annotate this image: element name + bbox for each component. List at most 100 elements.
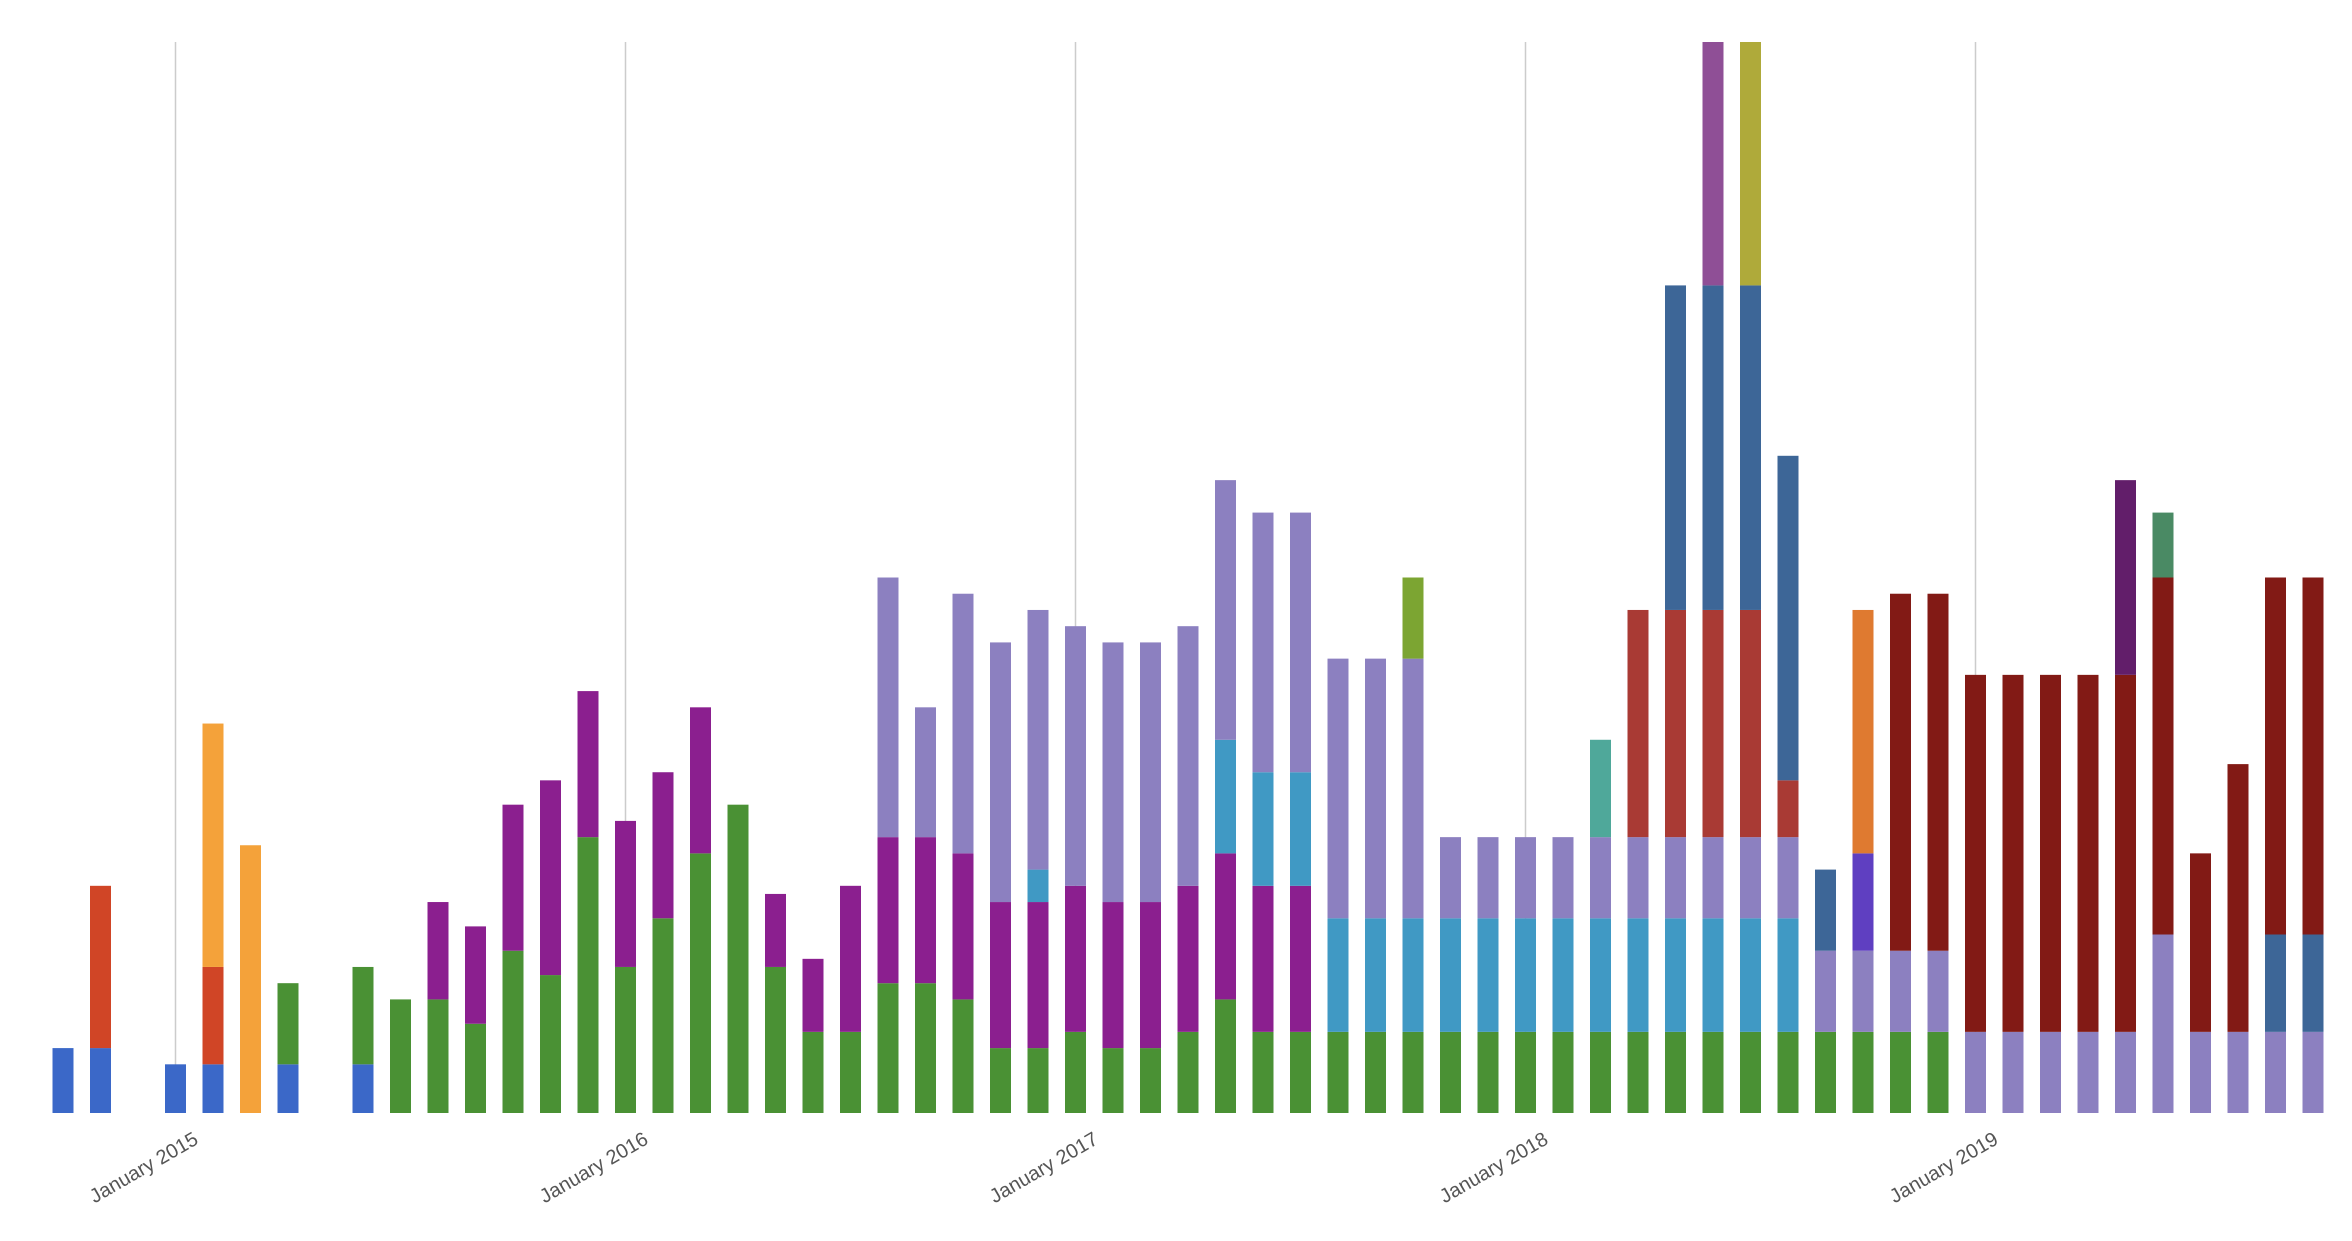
- bar-segment: [1552, 837, 1574, 919]
- bar-segment: [2152, 577, 2174, 935]
- bar-segment: [427, 902, 449, 1000]
- bar-segment: [352, 1064, 374, 1113]
- bar-segment: [390, 999, 411, 1113]
- bar-segment: [1740, 285, 1761, 610]
- bar-segment: [1065, 885, 1086, 1032]
- bar-segment: [1852, 853, 1874, 951]
- bar-segment: [765, 966, 786, 1113]
- bar-segment: [1702, 285, 1724, 610]
- bar-segment: [540, 780, 561, 976]
- bar-segment: [1927, 1031, 1949, 1113]
- bar-segment: [1065, 1031, 1086, 1113]
- bar-segment: [577, 837, 599, 1113]
- bar-segment: [1177, 626, 1199, 886]
- bar-segment: [2265, 934, 2286, 1032]
- bar-segment: [2302, 934, 2324, 1032]
- bar-segment: [277, 1064, 299, 1113]
- bar-segment: [2265, 1031, 2286, 1113]
- bar-segment: [1477, 918, 1499, 1032]
- bar-segment: [1665, 609, 1686, 838]
- bar-segment: [1027, 609, 1049, 870]
- bar-segment: [952, 853, 974, 1000]
- bar-segment: [1027, 1048, 1049, 1113]
- bar-segment: [1027, 902, 1049, 1049]
- bar-segment: [1590, 837, 1611, 919]
- bar-segment: [2040, 1031, 2061, 1113]
- bar-segment: [990, 642, 1011, 903]
- bar-segment: [1252, 512, 1274, 773]
- bar-segment: [240, 845, 261, 1113]
- bar-segment: [2077, 674, 2099, 1032]
- bar-segment: [1290, 885, 1311, 1032]
- bar-segment: [1177, 1031, 1199, 1113]
- bar-segment: [990, 902, 1011, 1049]
- bar-segment: [765, 893, 786, 967]
- bar-segment: [202, 723, 224, 967]
- bar-segment: [1965, 1031, 1986, 1113]
- bar-segment: [2115, 674, 2136, 1032]
- bar-segment: [1177, 885, 1199, 1032]
- bar-segment: [1852, 1031, 1874, 1113]
- bar-segment: [502, 950, 524, 1113]
- bar-segment: [1365, 658, 1386, 919]
- bar-segment: [1215, 999, 1236, 1113]
- bar-segment: [1890, 950, 1911, 1032]
- bar-segment: [1402, 1031, 1424, 1113]
- bar-segment: [202, 966, 224, 1065]
- bar-segment: [952, 999, 974, 1113]
- bar-segment: [1777, 918, 1799, 1032]
- bar-segment: [1102, 902, 1124, 1049]
- bar-segment: [1777, 837, 1799, 919]
- x-tick-label: January 2016: [536, 1128, 652, 1208]
- bar-segment: [1777, 1031, 1799, 1113]
- bar-segment: [1140, 1048, 1161, 1113]
- bar-segment: [1777, 780, 1799, 838]
- bar-segment: [2265, 577, 2286, 935]
- bar-segment: [690, 853, 711, 1113]
- bar-segment: [1065, 626, 1086, 886]
- bar-segment: [1627, 1031, 1649, 1113]
- bar-segment: [2302, 1031, 2324, 1113]
- bar-segment: [1140, 902, 1161, 1049]
- bars: [52, 42, 2324, 1113]
- bar-segment: [1327, 918, 1349, 1032]
- bar-segment: [1440, 1031, 1461, 1113]
- bar-segment: [615, 966, 636, 1113]
- bar-segment: [802, 1031, 824, 1113]
- bar-segment: [1515, 837, 1536, 919]
- bar-segment: [840, 885, 861, 1032]
- bar-segment: [1515, 1031, 1536, 1113]
- bar-segment: [1590, 1031, 1611, 1113]
- bar-segment: [1290, 512, 1311, 773]
- bar-segment: [1740, 837, 1761, 919]
- bar-segment: [1627, 918, 1649, 1032]
- bar-segment: [1027, 869, 1049, 903]
- bar-segment: [1927, 950, 1949, 1032]
- bar-segment: [1740, 918, 1761, 1032]
- bar-segment: [1627, 609, 1649, 838]
- bar-segment: [1477, 837, 1499, 919]
- bar-segment: [727, 804, 749, 1113]
- bar-segment: [1965, 674, 1986, 1032]
- bar-segment: [427, 999, 449, 1113]
- bar-segment: [1102, 1048, 1124, 1113]
- bar-segment: [1515, 918, 1536, 1032]
- bar-segment: [502, 804, 524, 951]
- bar-segment: [540, 975, 561, 1113]
- bar-segment: [1740, 1031, 1761, 1113]
- bar-segment: [615, 820, 636, 967]
- bar-segment: [2190, 853, 2211, 1032]
- bar-segment: [1402, 577, 1424, 659]
- bar-segment: [915, 707, 936, 838]
- bar-segment: [1815, 1031, 1836, 1113]
- x-tick-label: January 2017: [986, 1128, 1102, 1208]
- bar-segment: [840, 1031, 861, 1113]
- bar-segment: [2115, 480, 2136, 675]
- bar-segment: [1702, 837, 1724, 919]
- bar-segment: [1852, 609, 1874, 854]
- bar-segment: [915, 983, 936, 1113]
- bar-segment: [1552, 1031, 1574, 1113]
- bar-segment: [52, 1048, 74, 1113]
- bar-segment: [202, 1064, 224, 1113]
